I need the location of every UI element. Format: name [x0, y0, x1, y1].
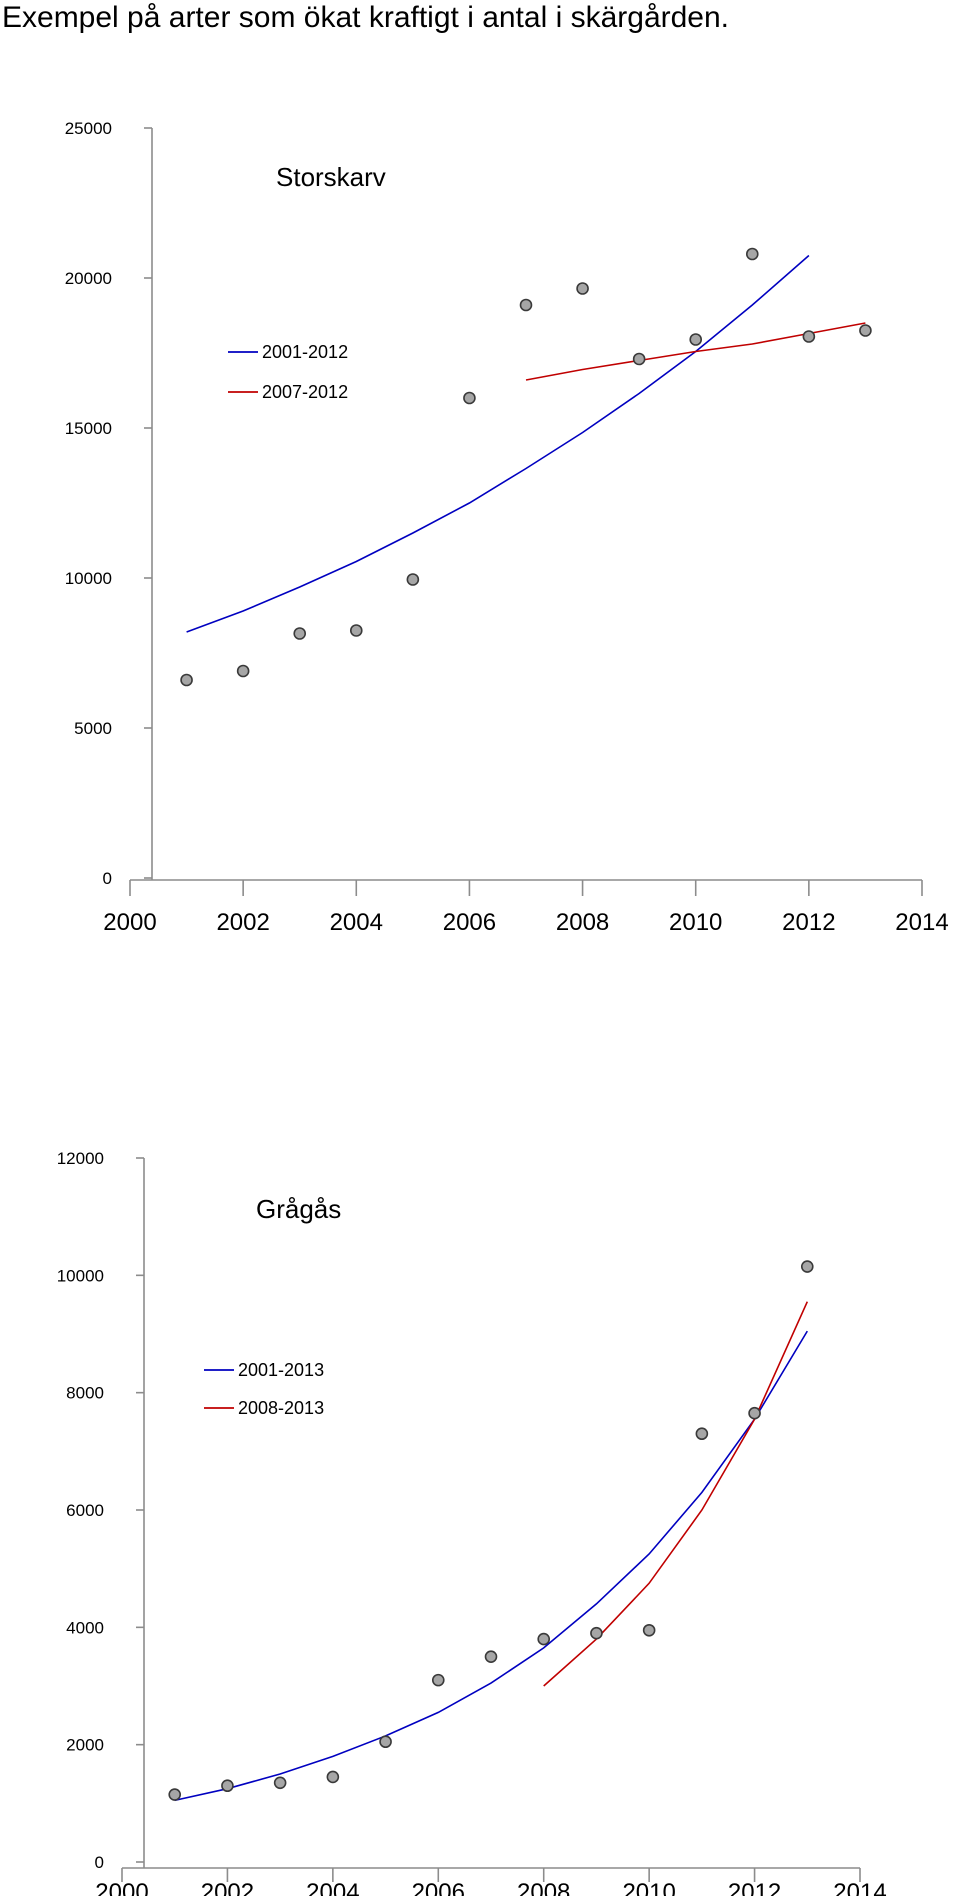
gragas-chart: Grågås 0 2000 4000 6000 8000 10000 12000 2000 20…	[57, 1149, 887, 1896]
x-tick-label: 2004	[306, 1879, 359, 1896]
y-tick-label: 12000	[57, 1149, 104, 1168]
data-points	[180, 247, 872, 687]
data-point	[590, 1626, 603, 1640]
data-point	[537, 1632, 551, 1646]
trendline-2007-2012	[525, 322, 866, 381]
y-tick-label: 25000	[65, 119, 112, 138]
y-tick-label: 6000	[66, 1501, 104, 1520]
data-point	[406, 573, 420, 586]
y-tick-label: 0	[103, 869, 112, 888]
data-point	[859, 324, 872, 337]
x-tick-label: 2010	[622, 1879, 675, 1896]
x-tick-label: 2000	[95, 1879, 148, 1896]
data-point	[745, 247, 759, 261]
trendline-2001-2012	[186, 254, 810, 633]
legend-label: 2001-2013	[238, 1360, 324, 1380]
y-tick-label: 2000	[66, 1736, 104, 1755]
y-tick-label: 20000	[65, 269, 112, 288]
legend-label: 2007-2012	[262, 382, 348, 402]
trendline-2008-2013	[543, 1301, 809, 1687]
x-tick-label: 2014	[833, 1879, 886, 1896]
data-point	[695, 1427, 709, 1441]
x-tick-label: 2002	[216, 909, 269, 936]
trendline-2001-2013	[174, 1330, 808, 1802]
trendlines	[174, 1301, 809, 1802]
legend-label: 2001-2012	[262, 342, 348, 362]
data-point	[431, 1673, 445, 1687]
trendlines	[186, 254, 866, 633]
legend: 2001-2012 2007-2012	[228, 342, 348, 402]
data-point	[349, 624, 363, 637]
data-point	[642, 1623, 656, 1637]
y-tick-label: 0	[95, 1853, 104, 1872]
data-point	[168, 1788, 182, 1801]
data-point	[576, 282, 589, 295]
legend: 2001-2013 2008-2013	[204, 1360, 324, 1418]
y-tick-label: 10000	[57, 1266, 104, 1285]
data-point	[519, 298, 533, 312]
x-tick-label: 2002	[201, 1879, 254, 1896]
chart-title: Storskarv	[276, 162, 386, 192]
x-tick-label: 2000	[103, 909, 156, 936]
page-title: Exempel på arter som ökat kraftigt i ant…	[2, 1, 730, 34]
x-tick-label: 2014	[895, 909, 948, 936]
data-point	[632, 352, 646, 366]
y-tick-label: 8000	[66, 1384, 104, 1403]
x-tick-label: 2010	[669, 909, 722, 936]
data-point	[802, 330, 816, 343]
data-point	[748, 1406, 761, 1420]
x-tick-label: 2012	[728, 1879, 781, 1896]
data-point	[221, 1779, 234, 1793]
data-point	[236, 664, 250, 678]
data-point	[326, 1770, 340, 1784]
storskarv-chart: Storskarv 0 5000 10000 15000 20000 25000 2000 2…	[65, 119, 949, 936]
data-points	[168, 1260, 814, 1801]
data-point	[484, 1650, 498, 1663]
data-point	[463, 391, 476, 405]
legend-label: 2008-2013	[238, 1398, 324, 1418]
data-point	[180, 673, 193, 687]
x-tick-label: 2006	[443, 909, 496, 936]
chart-title: Grågås	[256, 1194, 341, 1224]
x-tick-label: 2006	[412, 1879, 465, 1896]
x-tick-label: 2004	[330, 909, 383, 936]
data-point	[273, 1776, 287, 1790]
data-point	[379, 1735, 392, 1749]
axes: 0 5000 10000 15000 20000 25000 2000 2002 2004 200…	[65, 119, 949, 936]
x-tick-label: 2012	[782, 909, 835, 936]
x-tick-label: 2008	[517, 1879, 570, 1896]
axes: 0 2000 4000 6000 8000 10000 12000 2000 2002 2004 2…	[57, 1149, 887, 1896]
x-tick-label: 2008	[556, 909, 609, 936]
data-point	[689, 333, 703, 346]
y-tick-label: 10000	[65, 569, 112, 588]
y-tick-label: 15000	[65, 419, 112, 438]
y-tick-label: 4000	[66, 1618, 104, 1637]
data-point	[800, 1260, 814, 1273]
y-tick-label: 5000	[74, 719, 112, 738]
data-point	[293, 627, 307, 640]
